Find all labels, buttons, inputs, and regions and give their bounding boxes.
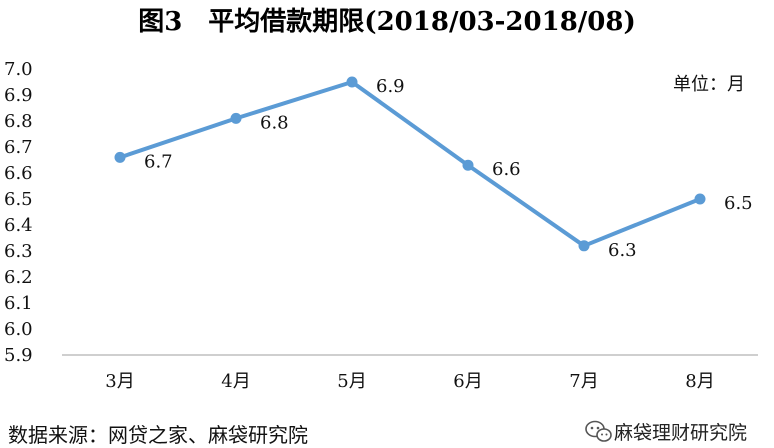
unit-label: 单位：月 xyxy=(673,74,745,95)
data-label: 6.5 xyxy=(724,193,753,214)
data-point xyxy=(230,112,242,124)
data-labels: 6.7 6.8 6.9 6.6 6.3 6.5 xyxy=(144,76,753,261)
x-axis-ticks: 3月 4月 5月 6月 7月 8月 xyxy=(105,371,714,392)
data-point xyxy=(694,193,706,205)
y-tick-label: 7.0 xyxy=(4,59,33,80)
wechat-icon xyxy=(585,420,612,442)
chart-title: 图3 平均借款期限(2018/03-2018/08) xyxy=(138,7,636,37)
y-tick-label: 6.1 xyxy=(4,293,33,314)
data-point xyxy=(462,159,474,171)
x-tick-label: 6月 xyxy=(453,371,482,392)
y-tick-label: 6.6 xyxy=(4,163,33,184)
y-tick-label: 6.8 xyxy=(4,111,33,132)
y-tick-label: 6.2 xyxy=(4,267,33,288)
x-tick-label: 7月 xyxy=(569,371,598,392)
x-tick-label: 4月 xyxy=(221,371,250,392)
data-label: 6.8 xyxy=(260,112,289,133)
data-label: 6.7 xyxy=(144,151,173,172)
y-tick-label: 6.3 xyxy=(4,241,33,262)
data-point xyxy=(114,151,126,163)
source-note: 数据来源：网贷之家、麻袋研究院 xyxy=(8,423,308,447)
data-point xyxy=(346,76,358,88)
y-tick-label: 5.9 xyxy=(4,345,33,366)
y-tick-label: 6.9 xyxy=(4,85,33,106)
x-tick-label: 3月 xyxy=(105,371,134,392)
watermark-text: 麻袋理财研究院 xyxy=(614,422,747,444)
data-label: 6.6 xyxy=(492,159,521,180)
y-tick-label: 6.4 xyxy=(4,215,33,236)
data-point xyxy=(578,240,590,252)
x-tick-label: 8月 xyxy=(685,371,714,392)
series-line xyxy=(118,80,702,248)
data-label: 6.3 xyxy=(608,240,637,261)
y-axis-ticks: 5.9 6.0 6.1 6.2 6.3 6.4 6.5 6.6 6.7 6.8 6.9 7.0 xyxy=(4,59,33,366)
y-tick-label: 6.0 xyxy=(4,319,33,340)
data-label: 6.9 xyxy=(376,76,405,97)
data-points xyxy=(114,76,706,252)
y-tick-label: 6.7 xyxy=(4,137,33,158)
y-tick-label: 6.5 xyxy=(4,189,33,210)
x-tick-label: 5月 xyxy=(337,371,366,392)
watermark: 麻袋理财研究院 xyxy=(585,420,747,444)
